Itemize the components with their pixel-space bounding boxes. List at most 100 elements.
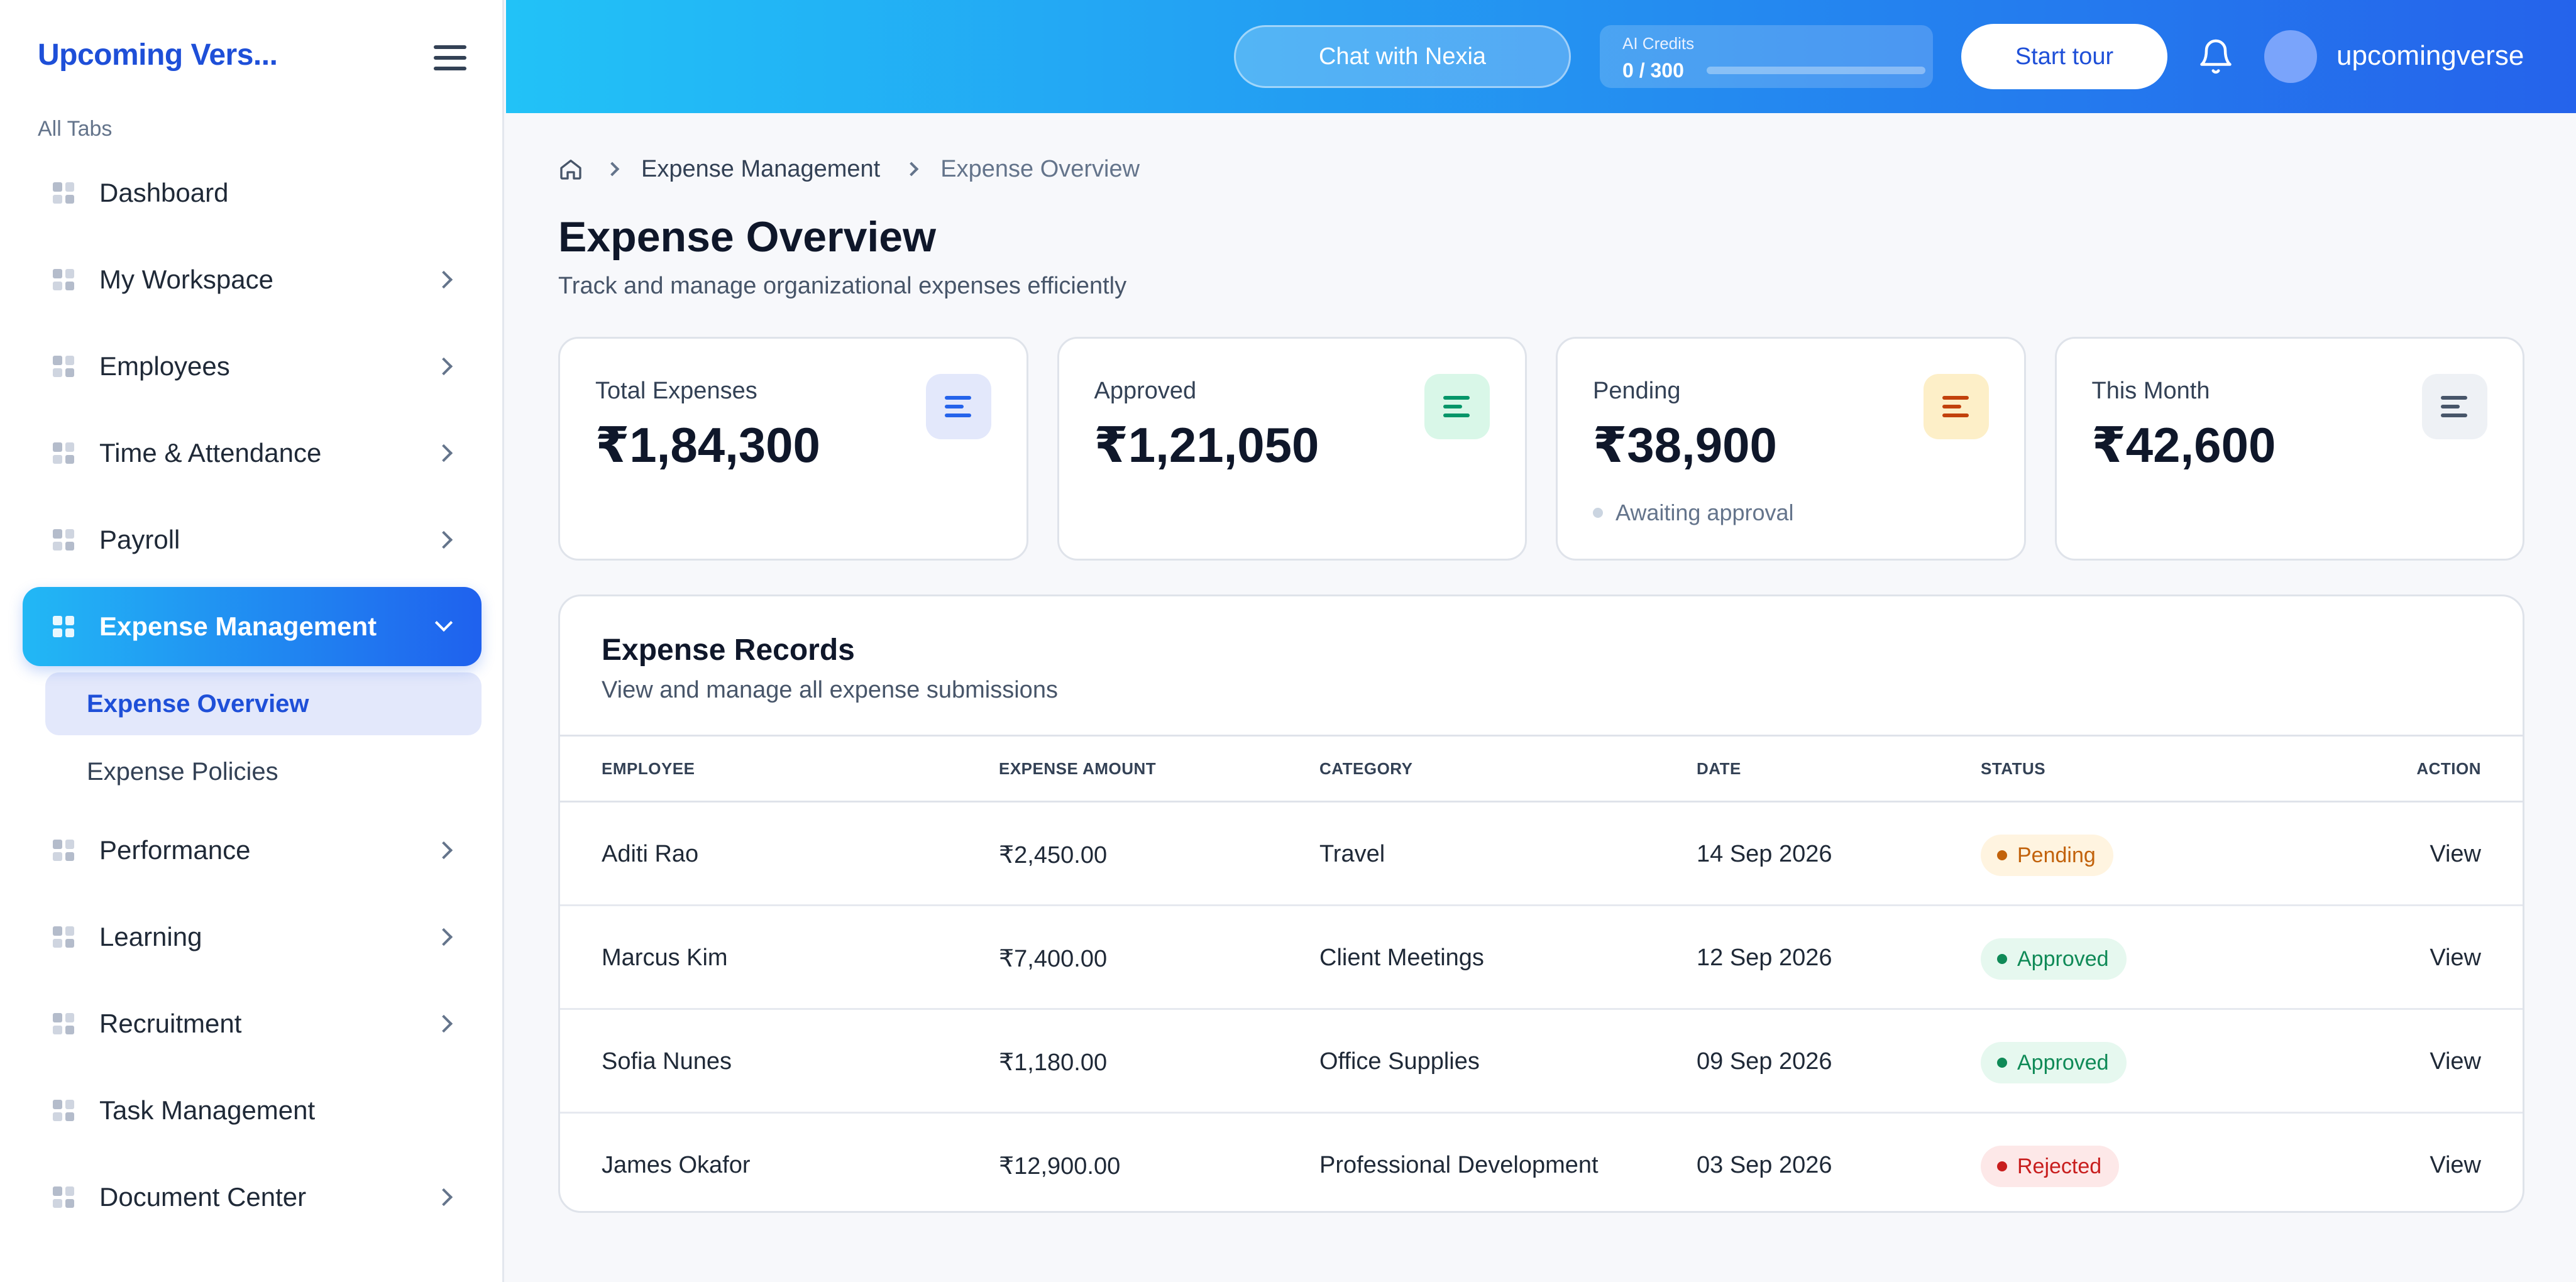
page-title: Expense Overview [558,213,937,261]
sidebar-item-label: Recruitment [99,1009,242,1038]
stat-value: ₹1,21,050 [1094,417,1319,473]
breadcrumb: Expense Management Expense Overview [558,153,1140,185]
chevron-right-icon [434,444,453,463]
table-row[interactable]: Marcus Kim ₹7,400.00 Client Meetings 12 Sep… [560,908,2523,1010]
view-link[interactable]: View [2430,1152,2481,1178]
grid-icon [53,269,74,290]
chevron-right-icon [434,530,453,549]
menu-toggle-icon[interactable] [434,45,466,70]
page-subtitle: Track and manage organizational expenses… [558,273,1127,299]
status-badge: Approved [1981,1042,2127,1083]
sidebar-item-label: Payroll [99,525,180,554]
sidebar-item-label: Learning [99,922,202,951]
sidebar-subitem-expense-policies[interactable]: Expense Policies [87,757,278,786]
sidebar-item-dashboard[interactable]: Dashboard [23,153,482,233]
bell-icon[interactable] [2197,38,2235,75]
dot-icon [1593,508,1603,518]
stat-label: Approved [1094,378,1197,404]
sidebar-item-label: Time & Attendance [99,438,322,468]
stat-note: Awaiting approval [1593,500,1794,526]
sidebar-item-task-management[interactable]: Task Management [23,1071,482,1150]
status-badge: Pending [1981,835,2113,876]
ai-credits-title: AI Credits [1622,34,1695,53]
cell-date: 09 Sep 2026 [1697,1048,1832,1075]
view-link[interactable]: View [2430,945,2481,971]
view-link[interactable]: View [2430,1048,2481,1075]
list-icon [925,374,991,439]
grid-icon [53,442,74,464]
grid-icon [53,1100,74,1121]
sidebar-item-document-center[interactable]: Document Center [23,1158,482,1237]
stat-value: ₹1,84,300 [595,417,820,473]
sidebar-item-label: Expense Management [99,611,377,641]
ai-credits-widget: AI Credits 0 / 300 [1600,25,1933,88]
status-badge: Rejected [1981,1146,2120,1187]
ai-credits-value: 0 / 300 [1622,59,1684,82]
column-header-category[interactable]: CATEGORY [1319,759,1413,778]
status-badge: Approved [1981,938,2127,980]
cell-category: Travel [1319,841,1385,867]
cell-employee: Sofia Nunes [602,1048,732,1075]
view-link[interactable]: View [2430,841,2481,867]
grid-icon [53,182,74,204]
breadcrumb-expense-management[interactable]: Expense Management [641,155,881,182]
chevron-right-icon [434,928,453,946]
chevron-right-icon [434,1188,453,1207]
breadcrumb-expense-overview: Expense Overview [940,155,1140,182]
avatar[interactable] [2264,30,2317,83]
grid-icon [53,1013,74,1034]
sidebar-item-recruitment[interactable]: Recruitment [23,984,482,1063]
cell-employee: Marcus Kim [602,945,728,971]
sidebar-section-label: All Tabs [38,117,113,141]
grid-icon [53,616,74,637]
column-header-action: ACTION [2416,759,2481,778]
username[interactable]: upcomingverse [2337,40,2524,71]
home-icon[interactable] [558,156,583,182]
sidebar-nav: Dashboard My Workspace Employees Time & Att… [23,153,482,1244]
records-subtitle: View and manage all expense submissions [602,677,1058,703]
sidebar-item-expense-management[interactable]: Expense Management [23,587,482,666]
column-header-expense-amount[interactable]: EXPENSE AMOUNT [999,759,1157,778]
stat-value: ₹38,900 [1593,417,1777,473]
cell-date: 03 Sep 2026 [1697,1152,1832,1178]
sidebar-item-performance[interactable]: Performance [23,811,482,890]
start-tour-button[interactable]: Start tour [1961,24,2167,89]
cell-category: Client Meetings [1319,945,1484,971]
stat-card-total-expenses: Total Expenses ₹1,84,300 [558,337,1028,561]
table-header: EMPLOYEE EXPENSE AMOUNT CATEGORY DATE ST… [560,735,2523,803]
column-header-status[interactable]: STATUS [1981,759,2046,778]
chevron-down-icon [434,613,453,632]
stat-card-this-month: This Month ₹42,600 [2054,337,2524,561]
cell-amount: ₹7,400.00 [999,946,1108,972]
sidebar-subitem-expense-overview[interactable]: Expense Overview [45,672,482,735]
stat-cards: Total Expenses ₹1,84,300 Approved ₹1,21,050… [558,337,2524,561]
cell-amount: ₹12,900.00 [999,1153,1121,1180]
sidebar-item-learning[interactable]: Learning [23,897,482,977]
sidebar-item-label: Employees [99,351,230,381]
records-title: Expense Records [602,633,855,667]
sidebar-item-label: Performance [99,835,251,865]
column-header-date[interactable]: DATE [1697,759,1741,778]
stat-label: This Month [2091,378,2210,404]
sidebar: Upcoming Vers... All Tabs Dashboard My Wo… [0,0,504,1282]
list-icon [1424,374,1490,439]
stat-label: Total Expenses [595,378,757,404]
chevron-right-icon [434,841,453,860]
stat-value: ₹42,600 [2091,417,2276,473]
stat-card-approved: Approved ₹1,21,050 [1057,337,1527,561]
table-row[interactable]: Aditi Rao ₹2,450.00 Travel 14 Sep 2026 Pendi… [560,804,2523,906]
chat-with-nexia-button[interactable]: Chat with Nexia [1234,25,1571,88]
ai-credits-progress [1707,67,1925,74]
sidebar-item-time-and-attendance[interactable]: Time & Attendance [23,414,482,493]
sidebar-item-my-workspace[interactable]: My Workspace [23,240,482,319]
column-header-employee[interactable]: EMPLOYEE [602,759,695,778]
grid-icon [53,840,74,861]
brand-name[interactable]: Upcoming Vers... [38,38,278,72]
table-row[interactable]: James Okafor ₹12,900.00 Professional Devel… [560,1115,2523,1211]
table-row[interactable]: Sofia Nunes ₹1,180.00 Office Supplies 09 Se… [560,1012,2523,1114]
sidebar-item-payroll[interactable]: Payroll [23,500,482,579]
cell-employee: James Okafor [602,1152,751,1178]
cell-date: 12 Sep 2026 [1697,945,1832,971]
sidebar-item-employees[interactable]: Employees [23,327,482,406]
grid-icon [53,926,74,948]
